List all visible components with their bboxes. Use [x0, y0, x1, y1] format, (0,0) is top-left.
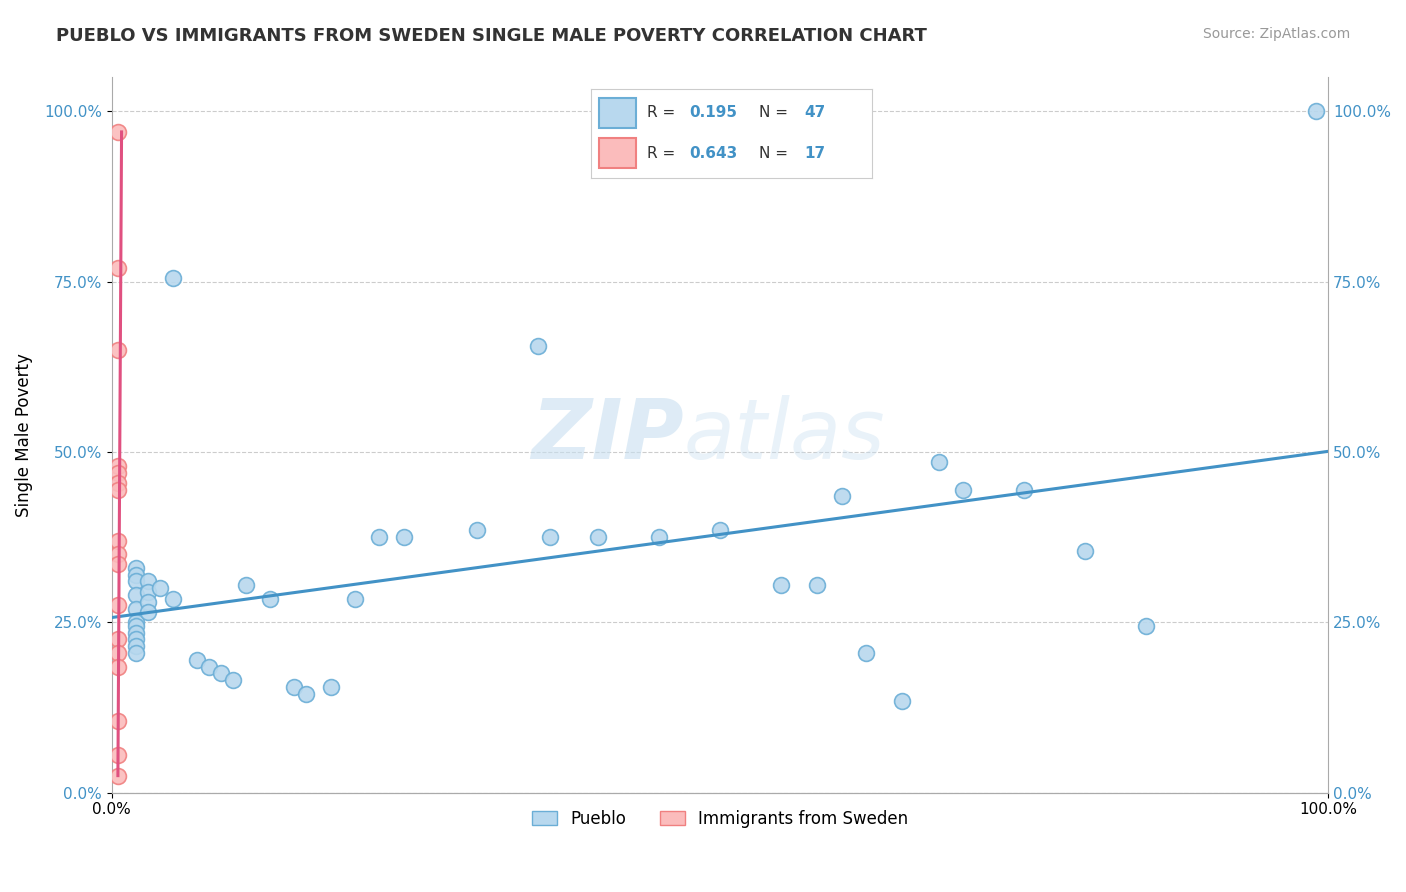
Point: [186, 653, 208, 667]
Point: [392, 530, 415, 544]
Point: [107, 659, 129, 673]
Text: atlas: atlas: [683, 394, 886, 475]
Point: [107, 466, 129, 480]
Text: Source: ZipAtlas.com: Source: ZipAtlas.com: [1202, 27, 1350, 41]
Text: 0.195: 0.195: [689, 105, 737, 120]
Point: [125, 646, 148, 660]
Point: [136, 574, 159, 589]
Point: [465, 524, 488, 538]
Point: [107, 558, 129, 572]
Point: [107, 632, 129, 647]
Point: [235, 578, 257, 592]
Point: [344, 591, 367, 606]
Point: [952, 483, 974, 497]
Text: 47: 47: [804, 105, 825, 120]
Text: 0.643: 0.643: [689, 146, 737, 161]
Point: [648, 530, 671, 544]
FancyBboxPatch shape: [599, 138, 636, 168]
Legend: Pueblo, Immigrants from Sweden: Pueblo, Immigrants from Sweden: [526, 803, 915, 834]
Point: [107, 714, 129, 728]
Point: [125, 615, 148, 630]
Point: [855, 646, 877, 660]
Point: [125, 561, 148, 575]
Point: [368, 530, 391, 544]
Point: [295, 687, 318, 701]
Point: [1074, 544, 1097, 558]
Point: [1012, 483, 1035, 497]
Text: PUEBLO VS IMMIGRANTS FROM SWEDEN SINGLE MALE POVERTY CORRELATION CHART: PUEBLO VS IMMIGRANTS FROM SWEDEN SINGLE …: [56, 27, 927, 45]
Point: [107, 533, 129, 548]
Point: [125, 601, 148, 615]
Point: [125, 632, 148, 647]
Point: [209, 666, 232, 681]
Point: [125, 639, 148, 653]
Point: [1135, 619, 1157, 633]
Point: [125, 567, 148, 582]
Point: [107, 748, 129, 763]
Point: [107, 125, 129, 139]
Text: R =: R =: [647, 105, 681, 120]
Point: [107, 261, 129, 276]
Point: [107, 483, 129, 497]
Point: [769, 578, 792, 592]
Text: N =: N =: [759, 105, 793, 120]
Y-axis label: Single Male Poverty: Single Male Poverty: [15, 353, 32, 517]
Point: [526, 339, 548, 353]
Point: [891, 694, 914, 708]
Point: [319, 680, 342, 694]
Point: [1305, 104, 1327, 119]
Point: [831, 489, 853, 503]
Point: [162, 271, 184, 285]
Point: [107, 599, 129, 613]
Point: [136, 605, 159, 619]
Point: [538, 530, 561, 544]
Text: N =: N =: [759, 146, 793, 161]
Point: [283, 680, 305, 694]
Point: [162, 591, 184, 606]
Point: [136, 595, 159, 609]
Point: [107, 343, 129, 357]
Point: [928, 455, 950, 469]
Point: [149, 582, 172, 596]
Point: [125, 574, 148, 589]
Point: [107, 646, 129, 660]
Point: [107, 547, 129, 561]
Point: [125, 588, 148, 602]
Point: [259, 591, 281, 606]
Point: [198, 659, 221, 673]
FancyBboxPatch shape: [599, 98, 636, 128]
Point: [107, 475, 129, 490]
Point: [107, 458, 129, 473]
Point: [709, 524, 731, 538]
Point: [136, 584, 159, 599]
Text: 17: 17: [804, 146, 825, 161]
Text: ZIP: ZIP: [531, 394, 683, 475]
Point: [806, 578, 828, 592]
Point: [125, 625, 148, 640]
Point: [588, 530, 610, 544]
Point: [222, 673, 245, 688]
Point: [125, 619, 148, 633]
Text: R =: R =: [647, 146, 681, 161]
Point: [107, 769, 129, 783]
